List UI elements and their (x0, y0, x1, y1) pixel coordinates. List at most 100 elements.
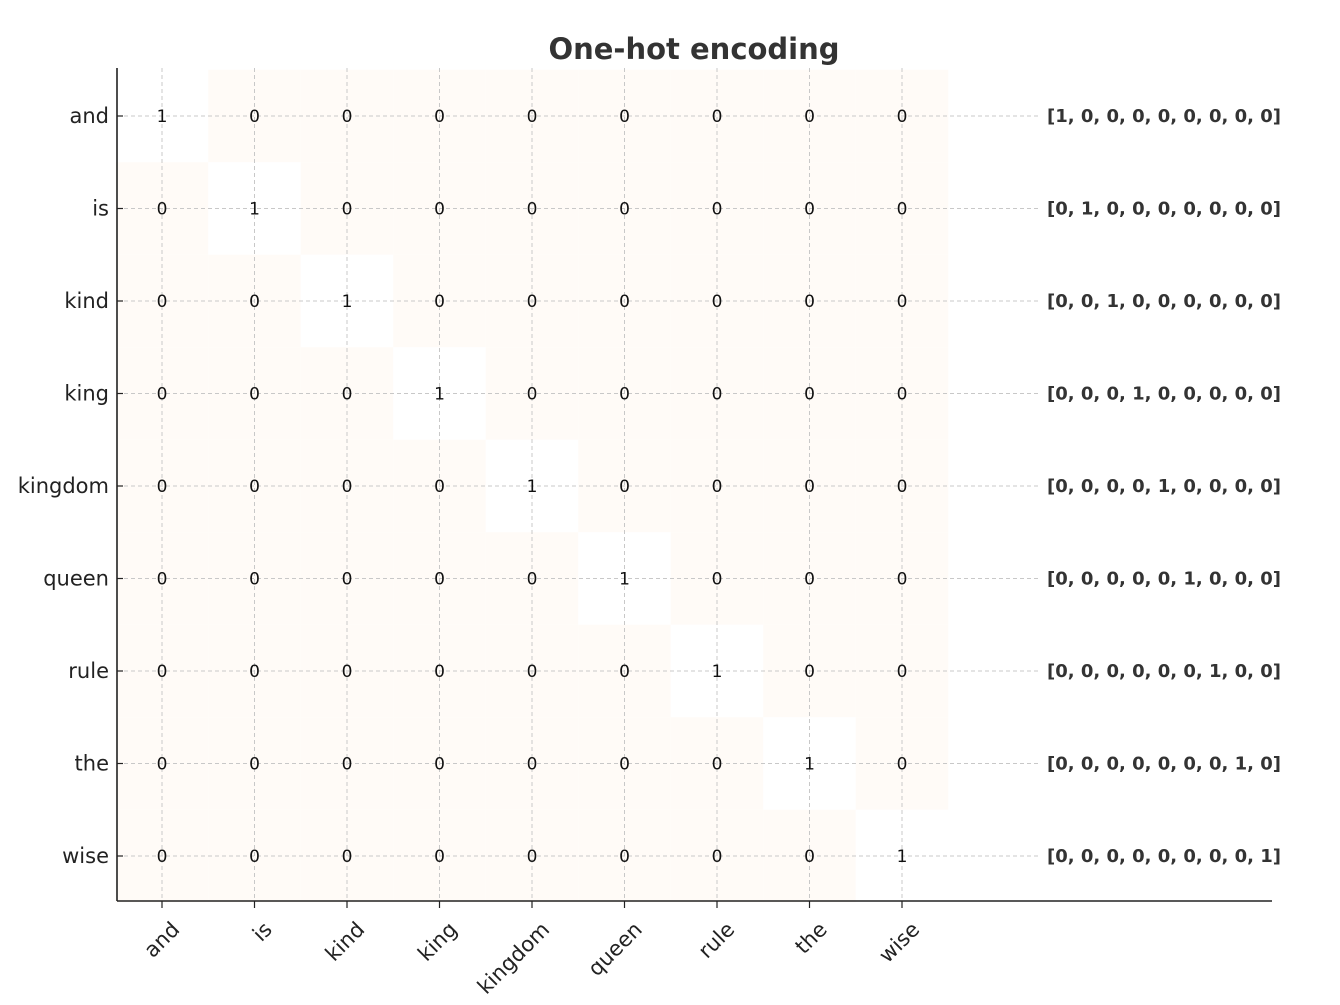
row-vector-label: [0, 0, 0, 0, 0, 0, 0, 1, 0] (1047, 754, 1281, 775)
cell-value-label: 0 (897, 662, 908, 682)
cell-value-label: 0 (619, 385, 630, 405)
row-vector-label: [0, 0, 1, 0, 0, 0, 0, 0, 0] (1047, 291, 1281, 312)
cell-value-label: 0 (712, 847, 723, 867)
y-tick-label: the (75, 752, 109, 776)
cell-value-label: 1 (712, 662, 723, 682)
cell-value-label: 0 (712, 570, 723, 590)
cell-value-label: 0 (712, 107, 723, 127)
cell-value-label: 0 (619, 107, 630, 127)
x-tick-label: the (790, 917, 831, 958)
cell-value-label: 0 (342, 570, 353, 590)
row-vector-label: [0, 1, 0, 0, 0, 0, 0, 0, 0] (1047, 199, 1281, 220)
axes (116, 68, 1272, 902)
cell-value-label: 0 (342, 385, 353, 405)
cell-value-label: 0 (157, 292, 168, 312)
cell-value-label: 0 (249, 477, 260, 497)
cell-value-label: 1 (157, 107, 168, 127)
cell-values: 1 0 0 0 0 0 0 0 0 0 1 0 0 0 0 0 0 0 0 0 1 0 0 0 0 0 0 0 0 0 1 0 0 0 0 0 0 0 0 0… (157, 107, 908, 867)
cell-value-label: 0 (897, 107, 908, 127)
x-tick-label: and (139, 917, 184, 962)
cell-value-label: 0 (157, 847, 168, 867)
x-tick-label: queen (583, 917, 646, 980)
x-tick-label: rule (694, 917, 740, 963)
cell-value-label: 0 (157, 662, 168, 682)
cell-value-label: 0 (804, 385, 815, 405)
cell-value-label: 0 (249, 292, 260, 312)
y-tick-label: kind (64, 289, 109, 313)
x-tick-labels: and is kind king kingdom queen rule the wise (139, 901, 924, 999)
y-tick-label: rule (68, 659, 109, 683)
cell-value-label: 1 (619, 570, 630, 590)
cell-value-label: 0 (434, 200, 445, 220)
cell-value-label: 0 (342, 107, 353, 127)
cell-value-label: 0 (804, 847, 815, 867)
cell-value-label: 0 (619, 847, 630, 867)
cell-value-label: 0 (249, 107, 260, 127)
row-vector-labels: [1, 0, 0, 0, 0, 0, 0, 0, 0] [0, 1, 0, 0, … (1047, 106, 1281, 867)
cell-value-label: 0 (434, 847, 445, 867)
cell-value-label: 0 (527, 200, 538, 220)
cell-value-label: 0 (712, 755, 723, 775)
cell-value-label: 0 (249, 847, 260, 867)
cell-value-label: 0 (619, 477, 630, 497)
cell-value-label: 0 (804, 477, 815, 497)
cell-value-label: 0 (897, 477, 908, 497)
cell-value-label: 0 (342, 200, 353, 220)
cell-value-label: 0 (249, 662, 260, 682)
cell-value-label: 0 (619, 755, 630, 775)
cell-value-label: 0 (157, 570, 168, 590)
x-tick-label: king (413, 917, 462, 966)
cell-value-label: 0 (434, 662, 445, 682)
x-tick-label: kind (321, 917, 370, 966)
y-tick-label: is (92, 197, 109, 221)
y-tick-label: kingdom (18, 474, 109, 498)
cell-value-label: 0 (249, 570, 260, 590)
y-tick-label: wise (62, 844, 109, 868)
cell-value-label: 0 (527, 662, 538, 682)
cell-value-label: 0 (249, 755, 260, 775)
x-tick-label: wise (874, 917, 924, 967)
row-vector-label: [0, 0, 0, 0, 0, 1, 0, 0, 0] (1047, 569, 1281, 590)
cell-value-label: 0 (527, 107, 538, 127)
gridlines (117, 68, 1038, 901)
cell-value-label: 0 (527, 755, 538, 775)
cell-value-label: 0 (897, 200, 908, 220)
cell-value-label: 0 (712, 292, 723, 312)
cell-value-label: 0 (897, 385, 908, 405)
cell-value-label: 0 (157, 477, 168, 497)
cell-value-label: 0 (527, 847, 538, 867)
cell-value-label: 0 (342, 662, 353, 682)
cell-value-label: 0 (619, 292, 630, 312)
cell-value-label: 0 (157, 755, 168, 775)
cell-value-label: 0 (804, 292, 815, 312)
cell-value-label: 0 (619, 662, 630, 682)
row-vector-label: [0, 0, 0, 1, 0, 0, 0, 0, 0] (1047, 384, 1281, 405)
cell-value-label: 0 (712, 477, 723, 497)
cell-value-label: 0 (897, 292, 908, 312)
x-tick-label: is (248, 917, 277, 946)
cell-value-label: 0 (157, 385, 168, 405)
cell-value-label: 0 (804, 107, 815, 127)
cell-value-label: 0 (619, 200, 630, 220)
cell-value-label: 0 (342, 847, 353, 867)
x-tick-label: kingdom (473, 917, 555, 999)
cell-value-label: 0 (804, 200, 815, 220)
cell-value-label: 0 (527, 385, 538, 405)
cell-value-label: 0 (897, 570, 908, 590)
cell-value-label: 0 (897, 755, 908, 775)
cell-value-label: 0 (434, 107, 445, 127)
cell-value-label: 0 (157, 200, 168, 220)
y-tick-label: king (64, 382, 109, 406)
cell-value-label: 0 (527, 292, 538, 312)
cell-value-label: 1 (249, 200, 260, 220)
y-tick-labels: and is kind king kingdom queen rule the wise (18, 104, 123, 868)
row-vector-label: [0, 0, 0, 0, 1, 0, 0, 0, 0] (1047, 476, 1281, 497)
cell-value-label: 0 (527, 570, 538, 590)
row-vector-label: [1, 0, 0, 0, 0, 0, 0, 0, 0] (1047, 106, 1281, 127)
cell-value-label: 0 (342, 477, 353, 497)
cell-value-label: 0 (434, 477, 445, 497)
cell-value-label: 0 (804, 662, 815, 682)
cell-value-label: 0 (712, 385, 723, 405)
cell-value-label: 1 (342, 292, 353, 312)
